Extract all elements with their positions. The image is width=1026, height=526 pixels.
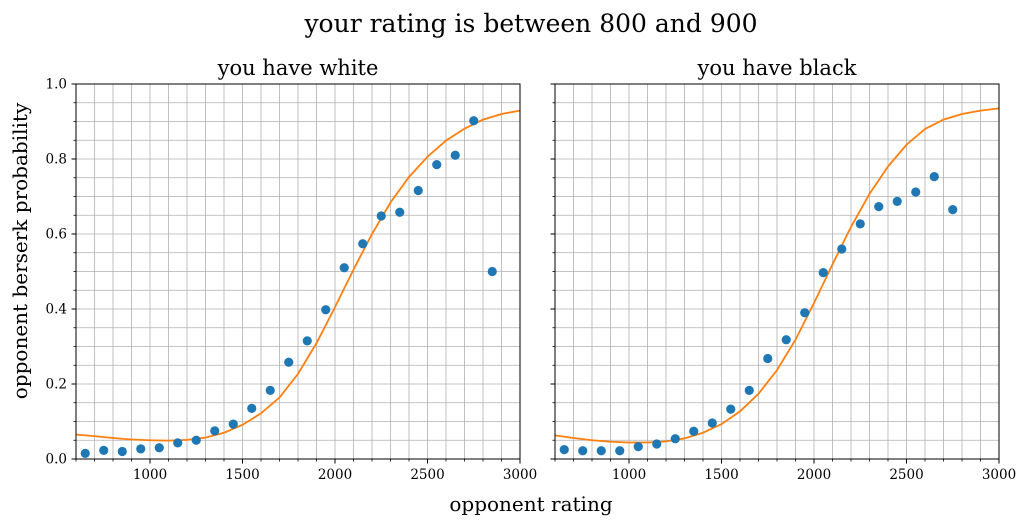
x-axis-label: opponent rating <box>449 492 612 516</box>
data-point <box>450 150 460 160</box>
x-tick-label: 3000 <box>982 467 1016 483</box>
data-point <box>726 404 736 414</box>
data-point <box>339 263 349 273</box>
data-point <box>911 187 921 197</box>
data-point <box>376 211 386 221</box>
figure-title: your rating is between 800 and 900 <box>303 9 757 38</box>
y-tick-label: 0.4 <box>46 302 67 318</box>
data-point <box>633 442 643 452</box>
grid-lines <box>554 83 1000 460</box>
y-axis-label: opponent berserk probability <box>8 102 32 399</box>
data-point <box>800 308 810 318</box>
data-point <box>284 357 294 367</box>
data-point <box>358 239 368 249</box>
panel-white: you have white 1000 1500 2000 2500 3000 0.0 0.2… <box>46 56 538 483</box>
data-point <box>615 446 625 456</box>
x-tick-label: 1000 <box>133 467 167 483</box>
data-point <box>413 185 423 196</box>
data-point <box>247 403 257 413</box>
panel-title-black: you have black <box>697 56 857 80</box>
y-tick-label: 0.0 <box>46 452 67 468</box>
data-point <box>596 446 606 456</box>
data-point <box>487 266 497 277</box>
x-tick-label: 1500 <box>704 467 738 483</box>
data-point <box>874 202 884 212</box>
fit-curve-black <box>555 107 999 444</box>
data-point <box>578 446 588 456</box>
data-point <box>80 448 90 458</box>
panel-black: you have black 1000 1500 2000 2500 3000 <box>550 56 1016 483</box>
fit-curve-white <box>76 109 520 442</box>
y-tick-label: 0.6 <box>46 227 67 243</box>
x-tick-label: 1500 <box>225 467 259 483</box>
data-point <box>689 426 699 436</box>
panel-title-white: you have white <box>217 56 379 80</box>
data-point <box>652 439 662 449</box>
data-point <box>744 385 754 395</box>
data-point <box>265 385 275 395</box>
data-point <box>99 445 109 455</box>
x-tick-label: 2000 <box>797 467 831 483</box>
data-point <box>228 419 238 429</box>
data-point <box>173 438 183 448</box>
data-point <box>670 434 680 444</box>
data-point <box>559 445 569 455</box>
data-point <box>763 353 773 364</box>
x-tick-label: 3000 <box>503 467 537 483</box>
data-point <box>191 435 201 445</box>
data-point <box>469 116 479 126</box>
data-point <box>855 219 865 229</box>
grid-lines <box>75 83 521 460</box>
y-tick-label: 0.2 <box>46 377 67 393</box>
data-point <box>837 244 847 254</box>
data-point <box>395 207 405 217</box>
data-point <box>929 172 939 182</box>
y-tick-label: 1.0 <box>46 77 67 93</box>
data-point <box>781 335 791 345</box>
data-point <box>136 444 146 454</box>
data-point <box>302 336 312 346</box>
data-point <box>432 160 442 170</box>
data-point <box>707 418 717 428</box>
data-point <box>948 205 958 215</box>
data-point <box>154 443 164 453</box>
data-point <box>818 268 828 278</box>
data-point <box>321 305 331 315</box>
x-tick-label: 2500 <box>410 467 444 483</box>
data-point <box>117 446 127 457</box>
data-point <box>210 426 220 436</box>
x-tick-label: 1000 <box>612 467 646 483</box>
x-tick-label: 2500 <box>889 467 923 483</box>
x-tick-label: 2000 <box>318 467 352 483</box>
y-tick-label: 0.8 <box>46 152 67 168</box>
data-point <box>892 196 902 206</box>
